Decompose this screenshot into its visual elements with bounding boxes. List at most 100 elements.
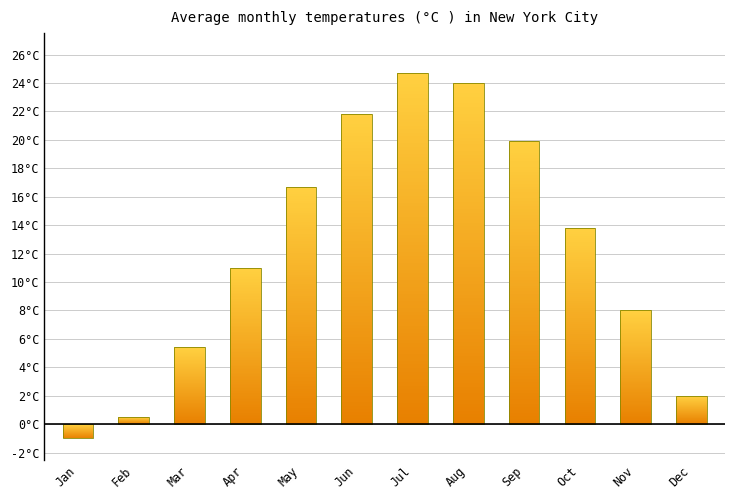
Bar [342,148,372,152]
Bar [286,206,316,208]
Bar [286,220,316,222]
Bar [342,390,372,393]
Bar [397,273,428,276]
Bar [620,373,651,374]
Bar [174,370,205,371]
Bar [397,361,428,364]
Bar [453,168,484,172]
Bar [174,386,205,388]
Bar [286,265,316,268]
Bar [565,332,595,334]
Bar [342,374,372,378]
Bar [509,234,539,238]
Bar [397,368,428,372]
Bar [565,408,595,410]
Bar [342,278,372,281]
Bar [565,298,595,300]
Bar [453,325,484,328]
Bar [453,209,484,212]
Bar [453,240,484,244]
Bar [397,238,428,242]
Bar [118,417,149,424]
Bar [342,158,372,160]
Bar [174,359,205,360]
Bar [453,202,484,206]
Bar [397,290,428,294]
Bar [509,393,539,396]
Bar [286,270,316,272]
Bar [174,396,205,398]
Bar [620,338,651,339]
Bar [230,298,261,299]
Bar [453,346,484,349]
Bar [453,294,484,298]
Bar [453,120,484,124]
Bar [230,310,261,312]
Bar [286,422,316,424]
Bar [174,362,205,364]
Bar [397,178,428,182]
Bar [509,407,539,410]
Bar [342,368,372,372]
Bar [342,378,372,381]
Bar [509,192,539,195]
Bar [509,272,539,274]
Bar [174,404,205,405]
Bar [397,140,428,143]
Bar [342,282,372,284]
Bar [565,269,595,271]
Bar [174,357,205,358]
Bar [286,338,316,341]
Bar [620,404,651,405]
Bar [620,359,651,360]
Bar [509,274,539,277]
Bar [397,259,428,262]
Bar [397,220,428,224]
Bar [286,274,316,277]
Bar [565,420,595,422]
Bar [342,256,372,260]
Bar [174,394,205,395]
Bar [397,406,428,410]
Bar [565,242,595,244]
Bar [286,282,316,284]
Bar [342,214,372,216]
Bar [342,176,372,180]
Bar [620,326,651,328]
Bar [230,294,261,296]
Bar [453,96,484,100]
Bar [286,227,316,230]
Bar [286,236,316,239]
Bar [286,310,316,312]
Bar [174,406,205,408]
Bar [509,178,539,181]
Bar [397,206,428,210]
Bar [509,240,539,243]
Bar [174,397,205,398]
Bar [342,297,372,300]
Bar [286,320,316,322]
Bar [230,371,261,372]
Bar [509,410,539,413]
Bar [286,374,316,376]
Bar [342,269,372,272]
Bar [342,132,372,136]
Bar [342,154,372,158]
Bar [397,270,428,273]
Bar [509,359,539,362]
Bar [397,118,428,122]
Bar [565,371,595,373]
Bar [565,302,595,304]
Bar [174,398,205,400]
Bar [453,280,484,284]
Bar [453,93,484,96]
Bar [174,388,205,390]
Bar [453,114,484,117]
Bar [286,350,316,353]
Bar [286,260,316,262]
Bar [565,281,595,283]
Bar [620,388,651,389]
Bar [230,406,261,407]
Bar [397,276,428,280]
Bar [342,312,372,316]
